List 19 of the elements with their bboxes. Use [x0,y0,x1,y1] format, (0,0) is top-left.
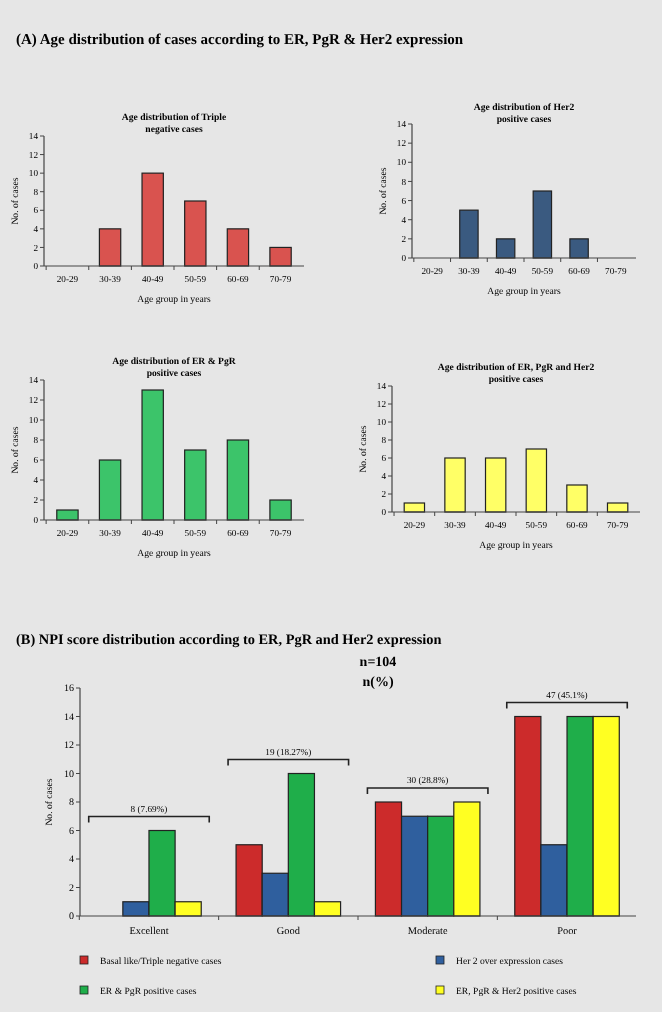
bar [525,448,548,513]
bar [269,246,292,267]
bar [98,228,122,267]
bar [141,389,164,521]
bar [269,499,292,521]
bar [226,228,250,267]
bar [569,238,589,259]
bar [532,190,553,259]
bar [226,439,250,521]
bar [444,457,466,513]
bar [141,172,164,267]
bar [184,449,207,521]
bar [484,457,507,513]
bar [566,484,588,513]
bar [98,459,122,521]
bar [184,200,207,267]
bar [459,209,479,259]
bar [56,509,79,521]
bar [495,238,516,259]
